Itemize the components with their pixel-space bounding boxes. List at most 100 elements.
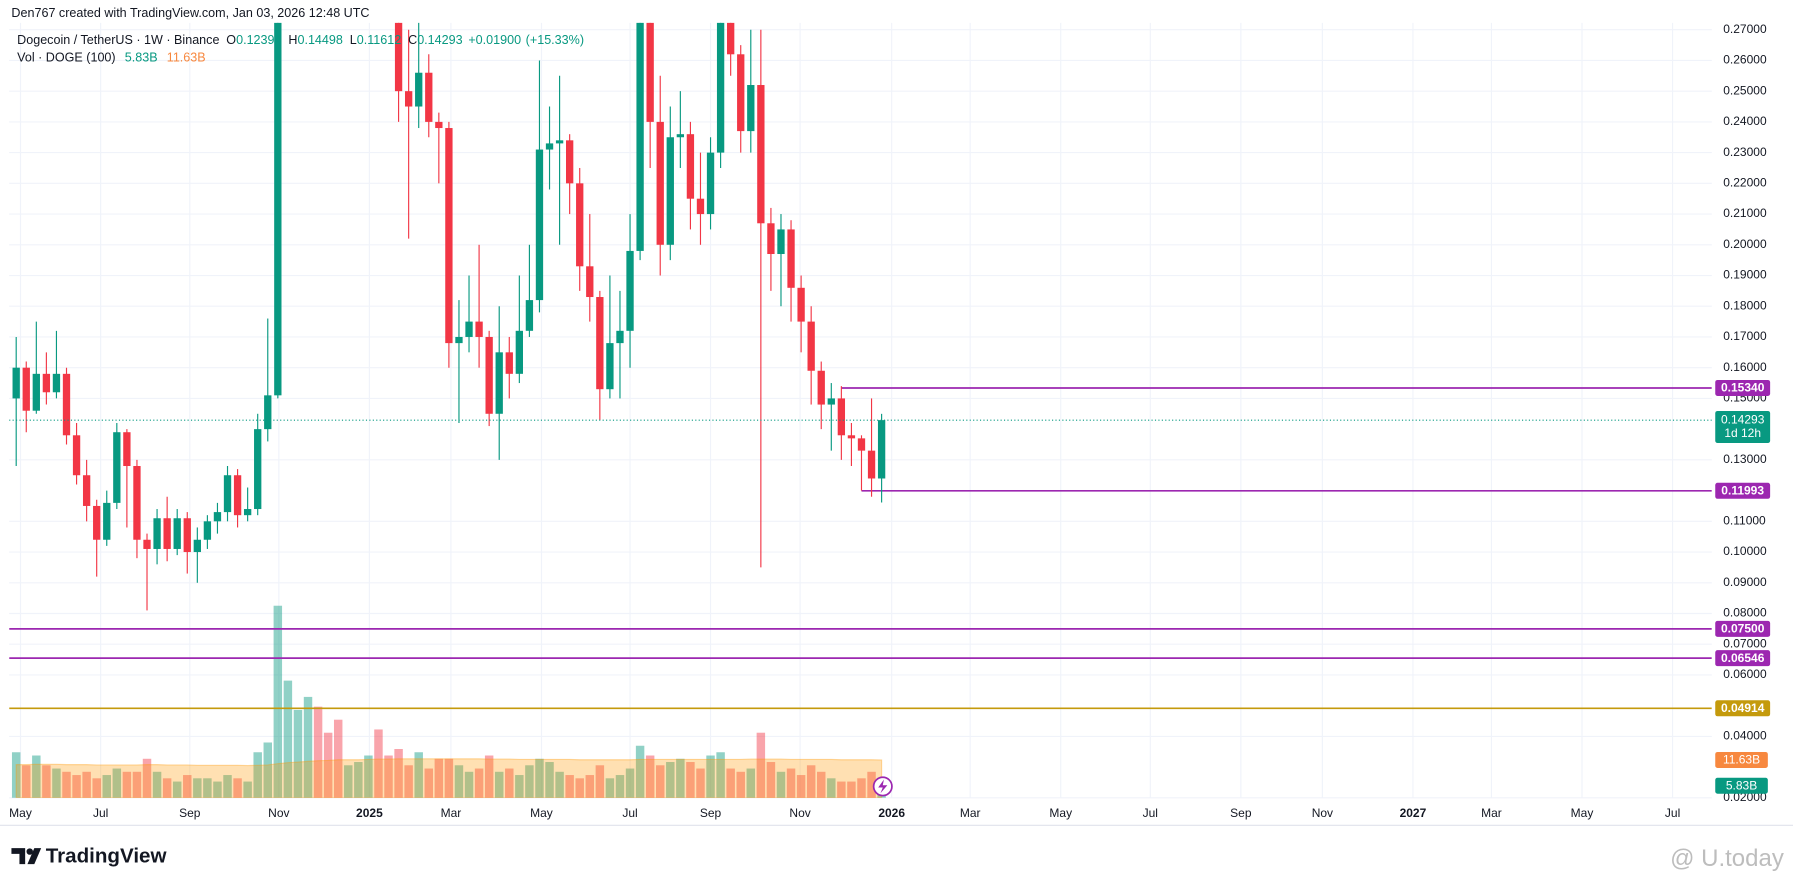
candle-body — [233, 475, 242, 516]
level-badge — [1715, 620, 1771, 637]
volume-bar — [444, 758, 454, 798]
candle-body — [42, 373, 51, 393]
candle-body — [193, 539, 201, 553]
volume-bar — [686, 762, 695, 798]
candle-body — [525, 300, 534, 331]
candle-body — [183, 518, 191, 553]
candle-body — [757, 85, 765, 224]
volume-ma-label: 11.63B — [1723, 753, 1760, 767]
price-badge — [1715, 410, 1771, 443]
x-tick-label: Jul — [1143, 806, 1158, 820]
x-tick-label: Mar — [1481, 806, 1502, 820]
x-tick-label: Nov — [268, 806, 289, 820]
candle-body — [32, 373, 40, 411]
volume-bar — [555, 771, 564, 798]
candle-body — [495, 352, 503, 414]
x-tick-label: Jul — [93, 806, 108, 820]
volume-bar — [776, 771, 786, 798]
volume-bar — [484, 755, 494, 798]
candle-body — [264, 395, 272, 430]
x-tick-label: May — [1049, 806, 1072, 820]
candle-body — [807, 321, 815, 371]
volume-bar — [867, 771, 876, 798]
y-tick-label: 0.17000 — [1723, 329, 1767, 343]
candle-body — [515, 330, 524, 374]
candle-body — [706, 152, 715, 215]
y-tick-label: 0.20000 — [1723, 237, 1767, 251]
volume-bar — [505, 768, 514, 798]
candle-body — [586, 266, 594, 298]
candle-body — [837, 398, 846, 436]
volume-pane — [11, 605, 886, 798]
volume-bar — [364, 755, 373, 798]
level-label: 0.06546 — [1721, 651, 1765, 665]
volume-bar — [253, 752, 262, 798]
brand-logo — [11, 848, 42, 865]
x-tick-label: May — [1571, 806, 1594, 820]
volume-bar — [404, 765, 413, 798]
y-tick-label: 0.09000 — [1723, 575, 1767, 589]
candle-body — [666, 137, 674, 245]
x-tick-label: 2027 — [1400, 806, 1427, 820]
volume-bar — [354, 762, 363, 798]
candle-body — [535, 149, 544, 301]
candle-body — [576, 183, 584, 267]
volume-bar — [827, 778, 836, 798]
volume-bar — [213, 781, 222, 798]
level-label: 0.07500 — [1721, 622, 1765, 636]
candle-body — [686, 134, 695, 199]
axes: 0.27000 0.26000 0.25000 0.24000 0.23000 0.220… — [9, 22, 1771, 820]
volume-bar — [384, 755, 393, 798]
volume-bar — [32, 755, 41, 798]
x-tick-label: Jul — [622, 806, 637, 820]
volume-ma-badge — [1715, 751, 1768, 768]
y-tick-label: 0.23000 — [1723, 145, 1767, 159]
x-tick-label: Sep — [179, 806, 201, 820]
volume-bar — [726, 768, 735, 798]
watermark: @ U.today — [1670, 845, 1784, 872]
volume-bar — [293, 709, 303, 798]
candle-body — [747, 85, 755, 132]
candle-body — [787, 229, 795, 288]
candle-body — [817, 370, 825, 405]
volume-bar — [424, 768, 434, 798]
volume-bar — [817, 771, 826, 798]
volume-bar — [454, 765, 464, 798]
volume-bar — [535, 758, 544, 798]
candle-body — [606, 343, 614, 390]
volume-bar — [333, 719, 343, 798]
volume-bar — [313, 706, 323, 798]
candle-body — [12, 367, 20, 399]
candle-body — [72, 435, 81, 476]
candle-body — [143, 539, 151, 549]
y-tick-label: 0.19000 — [1723, 268, 1767, 282]
candle-body — [505, 352, 513, 374]
volume-bar — [183, 775, 192, 798]
volume-bar — [434, 758, 444, 798]
volume-bar — [92, 778, 101, 798]
volume-bar — [786, 768, 796, 798]
price-label: 0.14293 — [1721, 412, 1765, 426]
volume-badge — [1715, 777, 1768, 794]
y-tick-label: 0.21000 — [1723, 206, 1767, 220]
volume-bar — [193, 778, 202, 798]
volume-bar — [162, 778, 172, 798]
candle-body — [213, 512, 222, 522]
volume-bar — [716, 752, 725, 798]
volume-bar — [223, 775, 232, 798]
volume-bar — [736, 771, 745, 798]
candle-body — [394, 22, 403, 92]
volume-bar — [676, 758, 685, 798]
volume-bar — [243, 781, 252, 798]
x-tick-label: Nov — [789, 806, 810, 820]
volume-bar — [595, 765, 605, 798]
candle-body — [163, 518, 171, 549]
candle-body — [827, 398, 835, 405]
volume-bar — [847, 781, 856, 798]
candle-body — [455, 336, 463, 344]
volume-bar — [545, 762, 554, 798]
volume-bar — [585, 775, 595, 798]
volume-bar — [233, 778, 242, 798]
